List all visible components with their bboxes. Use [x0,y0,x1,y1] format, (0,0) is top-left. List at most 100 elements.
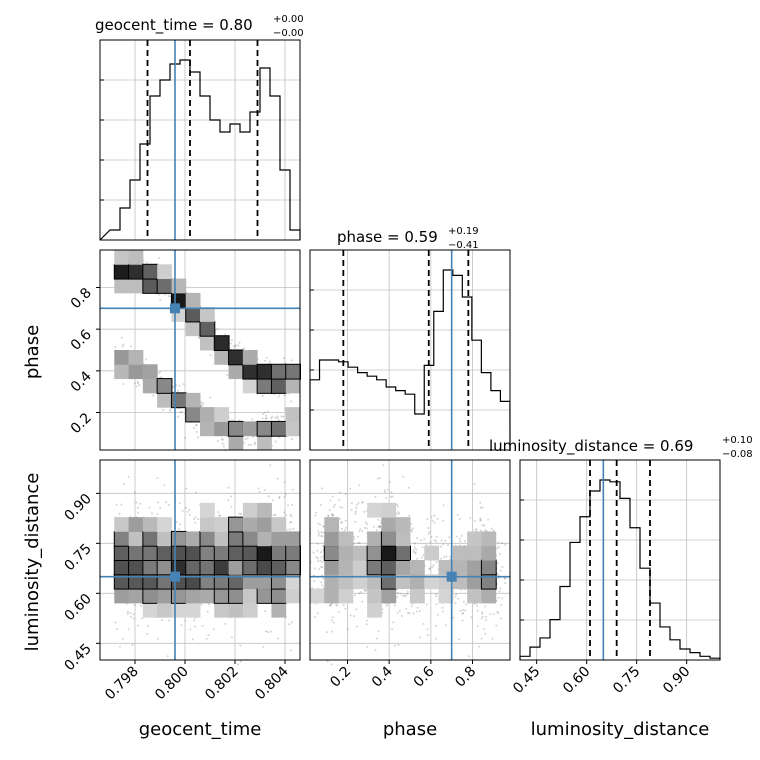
sample-point [363,510,366,513]
sample-point [129,345,132,348]
density-cell [228,545,244,562]
sample-point [276,477,279,480]
sample-point [432,564,435,567]
hist-panel-geocent_time [99,39,301,241]
density-cell [200,407,215,422]
sample-point [127,475,130,478]
density-cell [114,250,130,265]
sample-point [264,411,267,414]
sample-point [132,617,135,620]
sample-point [205,637,208,640]
sample-point [200,403,203,406]
sample-point [448,536,451,539]
density-cell [170,392,187,409]
density-cell [214,531,230,547]
sample-point [336,604,339,607]
sample-point [206,610,209,613]
sample-point [433,521,436,524]
sample-point [317,530,320,533]
density-cell [338,531,354,547]
density-cell [285,363,302,380]
sample-point [316,557,319,560]
density-cell [270,378,287,394]
sample-point [193,427,196,430]
density-cell [381,517,397,532]
sample-point [335,603,338,606]
sample-point [148,506,151,509]
sample-point [330,513,333,516]
sample-point [283,394,286,397]
density-cell [380,545,397,562]
density-cell [270,363,287,380]
density-cell [285,407,301,422]
sample-point [445,624,448,627]
sample-point [137,624,140,627]
density-cell [213,335,230,352]
sample-point [188,513,191,516]
sample-point [487,518,490,521]
sample-point [485,615,488,618]
sample-point [425,603,428,606]
density-cell [228,349,244,366]
sample-point [484,529,487,532]
sample-point [247,443,250,446]
sample-point [195,491,198,494]
sample-point [412,612,415,615]
truth-marker [446,571,457,582]
sample-point [283,481,286,484]
sample-point [429,541,432,544]
density-cell [200,502,215,518]
density-cell [128,364,144,380]
hist-bars-geocent_time [99,59,301,241]
sample-point [391,495,394,498]
sample-point [359,528,362,531]
x-tick-label-phase: 0.6 [411,663,438,690]
sample-point [145,261,148,264]
sample-point [421,546,424,549]
sample-point [216,327,219,330]
panel-frame [99,249,301,451]
density-cell [352,545,368,561]
sample-point [289,521,292,524]
sample-point [461,612,464,615]
sample-point [316,549,319,552]
panel-frame [309,249,511,451]
sample-point [361,530,364,533]
x-tick-label-phase: 0.2 [327,664,354,691]
sample-point [376,637,379,640]
density-cell [324,531,340,547]
sample-point [461,619,464,622]
density-cell [170,530,187,547]
sample-point [490,527,493,530]
density-cell [157,531,172,547]
sample-point [278,497,281,500]
sample-point [398,609,401,612]
density-cell [381,588,397,604]
sample-point [361,600,364,603]
density-cell [185,559,201,576]
sample-point [390,495,393,498]
sample-point [411,530,414,533]
sample-point [243,347,246,350]
sample-point [329,604,332,607]
sample-point [379,525,382,528]
sample-point [423,537,426,540]
sample-point [445,555,448,558]
sample-point [339,506,342,509]
y-tick-label-luminosity_distance: 0.75 [61,541,94,574]
density-cell [171,602,187,618]
sample-point [500,617,503,620]
sample-point [118,512,121,515]
sample-point [330,603,333,606]
panel-geocent_time-vs-luminosity_distance [99,459,302,666]
sample-point [267,495,270,498]
sample-point [239,660,242,663]
sample-point [250,444,253,447]
sample-point [277,419,280,422]
sample-point [268,360,271,363]
density-cell [285,559,302,576]
sample-point [321,487,324,490]
sample-point [217,511,220,514]
sample-point [456,535,459,538]
sample-point [341,506,344,509]
